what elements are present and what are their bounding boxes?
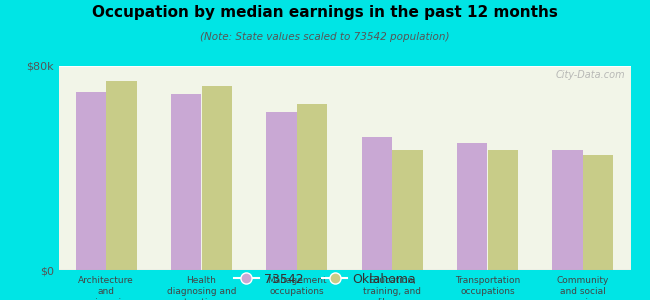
Bar	[457, 142, 488, 270]
Bar	[488, 150, 518, 270]
Bar	[361, 137, 392, 270]
Bar	[106, 81, 136, 270]
Text: Occupation by median earnings in the past 12 months: Occupation by median earnings in the pas…	[92, 4, 558, 20]
Bar	[297, 104, 328, 270]
Text: City-Data.com: City-Data.com	[555, 70, 625, 80]
Bar	[75, 92, 106, 270]
Legend: 73542, Oklahoma: 73542, Oklahoma	[229, 268, 421, 291]
Bar	[552, 150, 583, 270]
Bar	[583, 155, 614, 270]
Bar	[171, 94, 202, 270]
Bar	[266, 112, 297, 270]
Bar	[392, 150, 422, 270]
Bar	[202, 86, 232, 270]
Text: (Note: State values scaled to 73542 population): (Note: State values scaled to 73542 popu…	[200, 32, 450, 41]
